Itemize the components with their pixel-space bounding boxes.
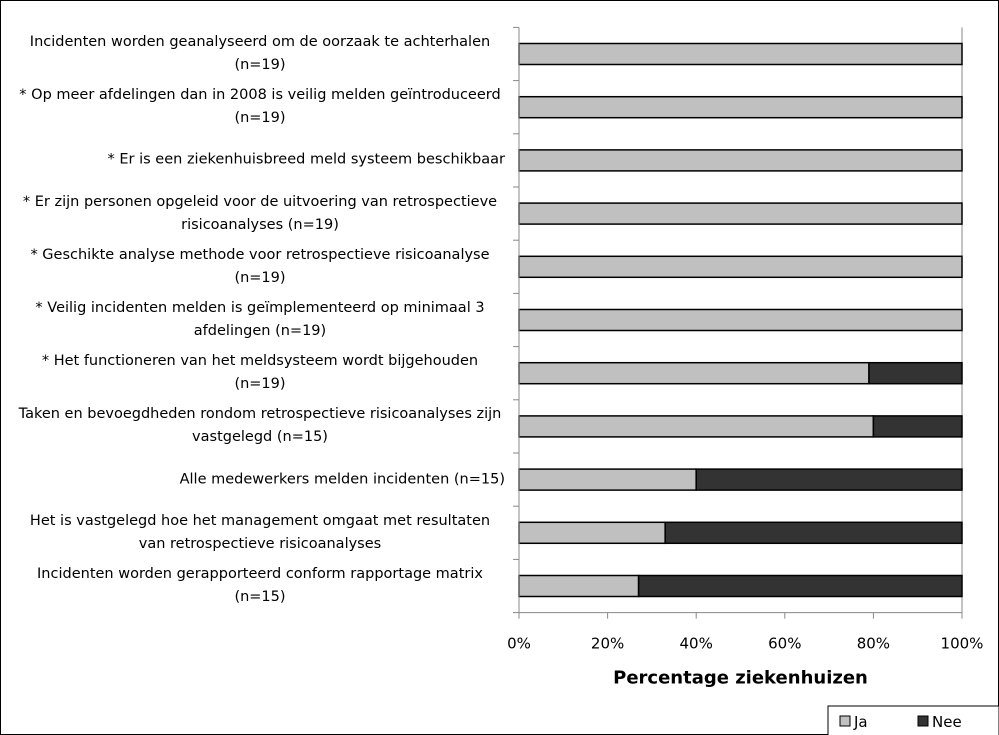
x-tick-label: 40% (680, 635, 713, 653)
x-axis-title: Percentage ziekenhuizen (613, 668, 868, 689)
legend-box (827, 705, 999, 735)
legend-swatch (839, 715, 851, 727)
category-label: Incidenten worden geanalyseerd om de oor… (29, 34, 491, 73)
category-label: * Op meer afdelingen dan in 2008 is veil… (19, 87, 501, 127)
category-label: * Er zijn personen opgeleid voor de uitv… (22, 193, 498, 233)
bar-segment (872, 415, 963, 438)
bar-segment (518, 468, 697, 491)
category-label: * Veilig incidenten melden is geïmplemen… (35, 300, 485, 339)
category-label: * Geschikte analyse methode voor retrosp… (30, 246, 490, 286)
bar-segment (518, 308, 963, 332)
x-tick-label: 20% (591, 635, 624, 653)
bar-segment (518, 42, 963, 66)
bar-segment (664, 521, 963, 545)
category-label: Het is vastgelegd hoe het management omg… (29, 512, 491, 552)
category-label: * Er is een ziekenhuisbreed meld systeem… (107, 151, 505, 168)
x-tick-label: 0% (507, 635, 531, 653)
bar-segment (695, 468, 963, 491)
bar-segment (518, 521, 666, 545)
bar-segment (518, 149, 963, 172)
x-tick-label: 100% (941, 635, 984, 653)
category-label: Taken en bevoegdheden rondom retrospecti… (18, 406, 502, 446)
category-label: Incidenten worden gerapporteerd conform … (37, 566, 483, 605)
bar-segment (518, 415, 875, 438)
bar-segment (518, 202, 963, 225)
category-label: * Het functioneren van het meldsysteem w… (41, 353, 479, 393)
bar-segment (637, 574, 963, 598)
x-tick-label: 80% (857, 635, 890, 653)
bar-segment (868, 361, 963, 385)
bar-segment (518, 361, 870, 385)
legend-swatch (917, 715, 929, 727)
bar-segment (518, 95, 963, 119)
x-tick-label: 60% (768, 635, 801, 653)
bar-segment (518, 574, 640, 598)
legend-label: Ja (853, 713, 868, 731)
category-label: Alle medewerkers melden incidenten (n=15… (179, 471, 505, 488)
bar-segment (518, 255, 963, 279)
legend-label: Nee (932, 713, 962, 731)
